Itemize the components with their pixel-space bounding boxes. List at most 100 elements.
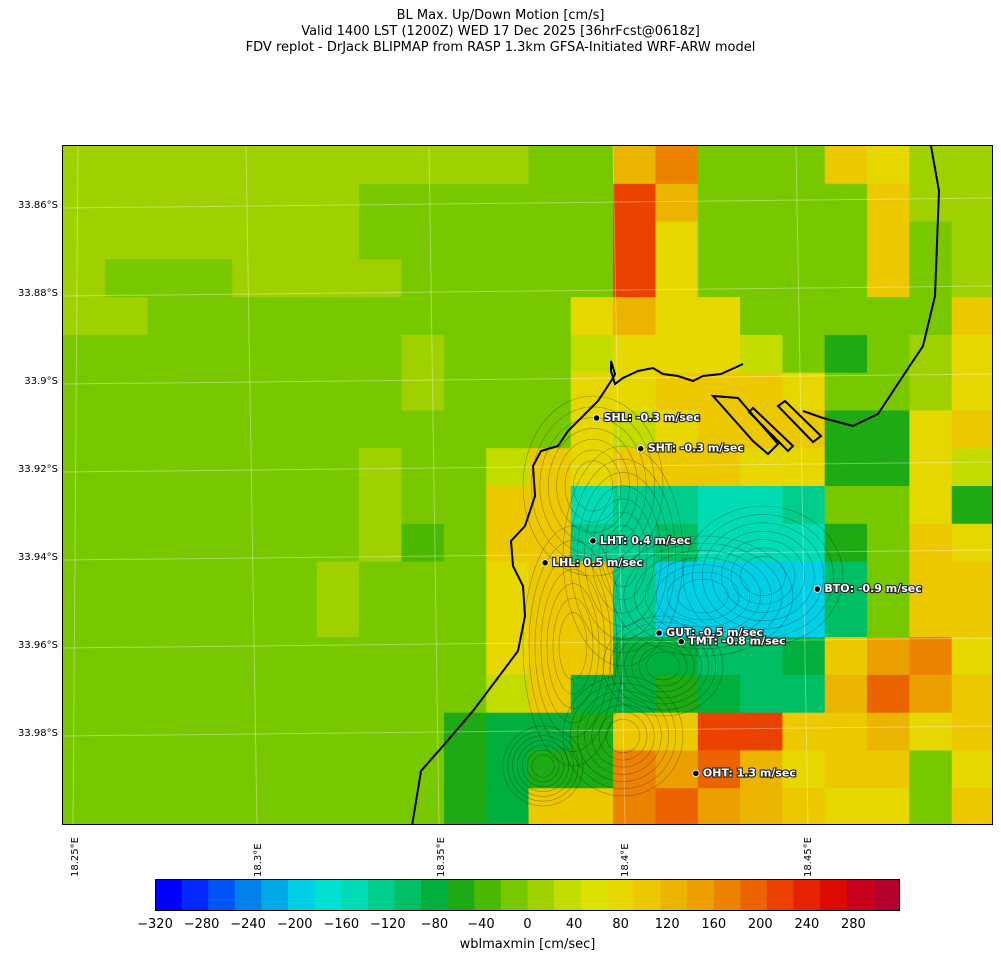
grid-cell [909,146,953,185]
grid-cell [613,146,656,185]
colorbar-swatch [873,879,900,911]
terrain-contour [617,627,709,705]
grid-cell [613,788,656,824]
latitude-gridline [63,285,992,297]
grid-cell [697,561,741,600]
grid-cell [570,561,614,600]
colorbar-swatch [234,879,262,911]
grid-cell [782,297,826,336]
colorbar-tick-label: 280 [840,917,866,932]
grid-cell [740,637,783,676]
terrain-contour [558,612,588,680]
grid-cell [190,410,233,449]
grid-cell [190,146,233,185]
station-marker-tmt [677,638,685,646]
terrain-contour [522,525,624,767]
grid-cell [359,523,403,563]
grid-cell [951,674,992,714]
terrain-contour [534,554,612,738]
grid-cell [528,637,572,676]
grid-cell [697,486,741,525]
grid-cell [274,448,318,487]
latitude-gridline [63,461,992,473]
grid-cell [147,750,191,789]
grid-cell [443,334,487,374]
grid-cell [401,486,445,525]
grid-cell [867,297,910,336]
grid-cell [867,221,910,260]
grid-cell [697,788,741,824]
grid-cell [909,788,953,824]
grid-cell [824,599,868,638]
grid-cell [909,259,953,298]
colorbar-swatch [713,879,741,911]
grid-cell [443,372,487,412]
grid-cell [655,674,699,714]
grid-cell [105,221,149,260]
grid-cell [316,561,360,600]
grid-cell [655,486,699,525]
grid-cell [909,372,953,412]
grid-cell [528,334,572,374]
grid-cell [443,183,487,223]
grid-cell [105,712,149,752]
colorbar-swatch [314,879,342,911]
terrain-contour [605,718,641,754]
grid-cell [147,712,191,752]
grid-cell [443,523,487,563]
grid-cell [782,712,826,752]
grid-cell [232,712,276,752]
grid-cell [401,674,445,714]
grid-cell [401,637,445,676]
grid-cell [316,712,360,752]
grid-cell [63,448,106,487]
grid-cell [867,448,910,487]
grid-cell [359,448,403,487]
grid-cell [782,183,826,223]
grid-cell [909,637,953,676]
grid-cell [105,599,149,638]
longitude-gridline [245,146,258,824]
terrain-contour [522,395,664,577]
grid-cell [613,221,656,260]
terrain-contour [528,540,618,752]
terrain-contour [730,547,796,605]
grid-cell [697,448,741,487]
station-label-tmt: TMT: -0.8 m/sec [688,635,785,648]
grid-cell [867,146,910,185]
grid-cell [613,750,656,789]
grid-cell [274,334,318,374]
grid-cell [740,561,783,600]
grid-cell [232,221,276,260]
terrain-contour [562,445,684,667]
station-marker-oht [692,769,700,778]
grid-cell [951,372,992,412]
grid-cell [951,221,992,260]
grid-cell [316,750,360,789]
grid-cell [316,674,360,714]
grid-cell [63,297,106,336]
grid-cell [782,334,826,374]
grid-cell [232,297,276,336]
longitude-gridline [612,146,626,824]
grid-cell [951,297,992,336]
grid-cell [147,674,191,714]
grid-cell [443,297,487,336]
grid-cell [232,410,276,449]
grid-cell [486,750,530,789]
grid-cell [105,410,149,449]
grid-cell [740,372,783,412]
grid-cell [528,788,572,824]
grid-cell [740,523,783,563]
terrain-contour [598,711,648,761]
grid-cell [951,486,992,525]
grid-cell [613,486,656,525]
grid-cell [697,599,741,638]
grid-cell [232,372,276,412]
terrain-contour [740,556,786,596]
grid-cell [401,712,445,752]
grid-cell [740,259,783,298]
grid-cell [486,637,530,676]
grid-cell [401,523,445,563]
grid-cell [232,259,276,298]
